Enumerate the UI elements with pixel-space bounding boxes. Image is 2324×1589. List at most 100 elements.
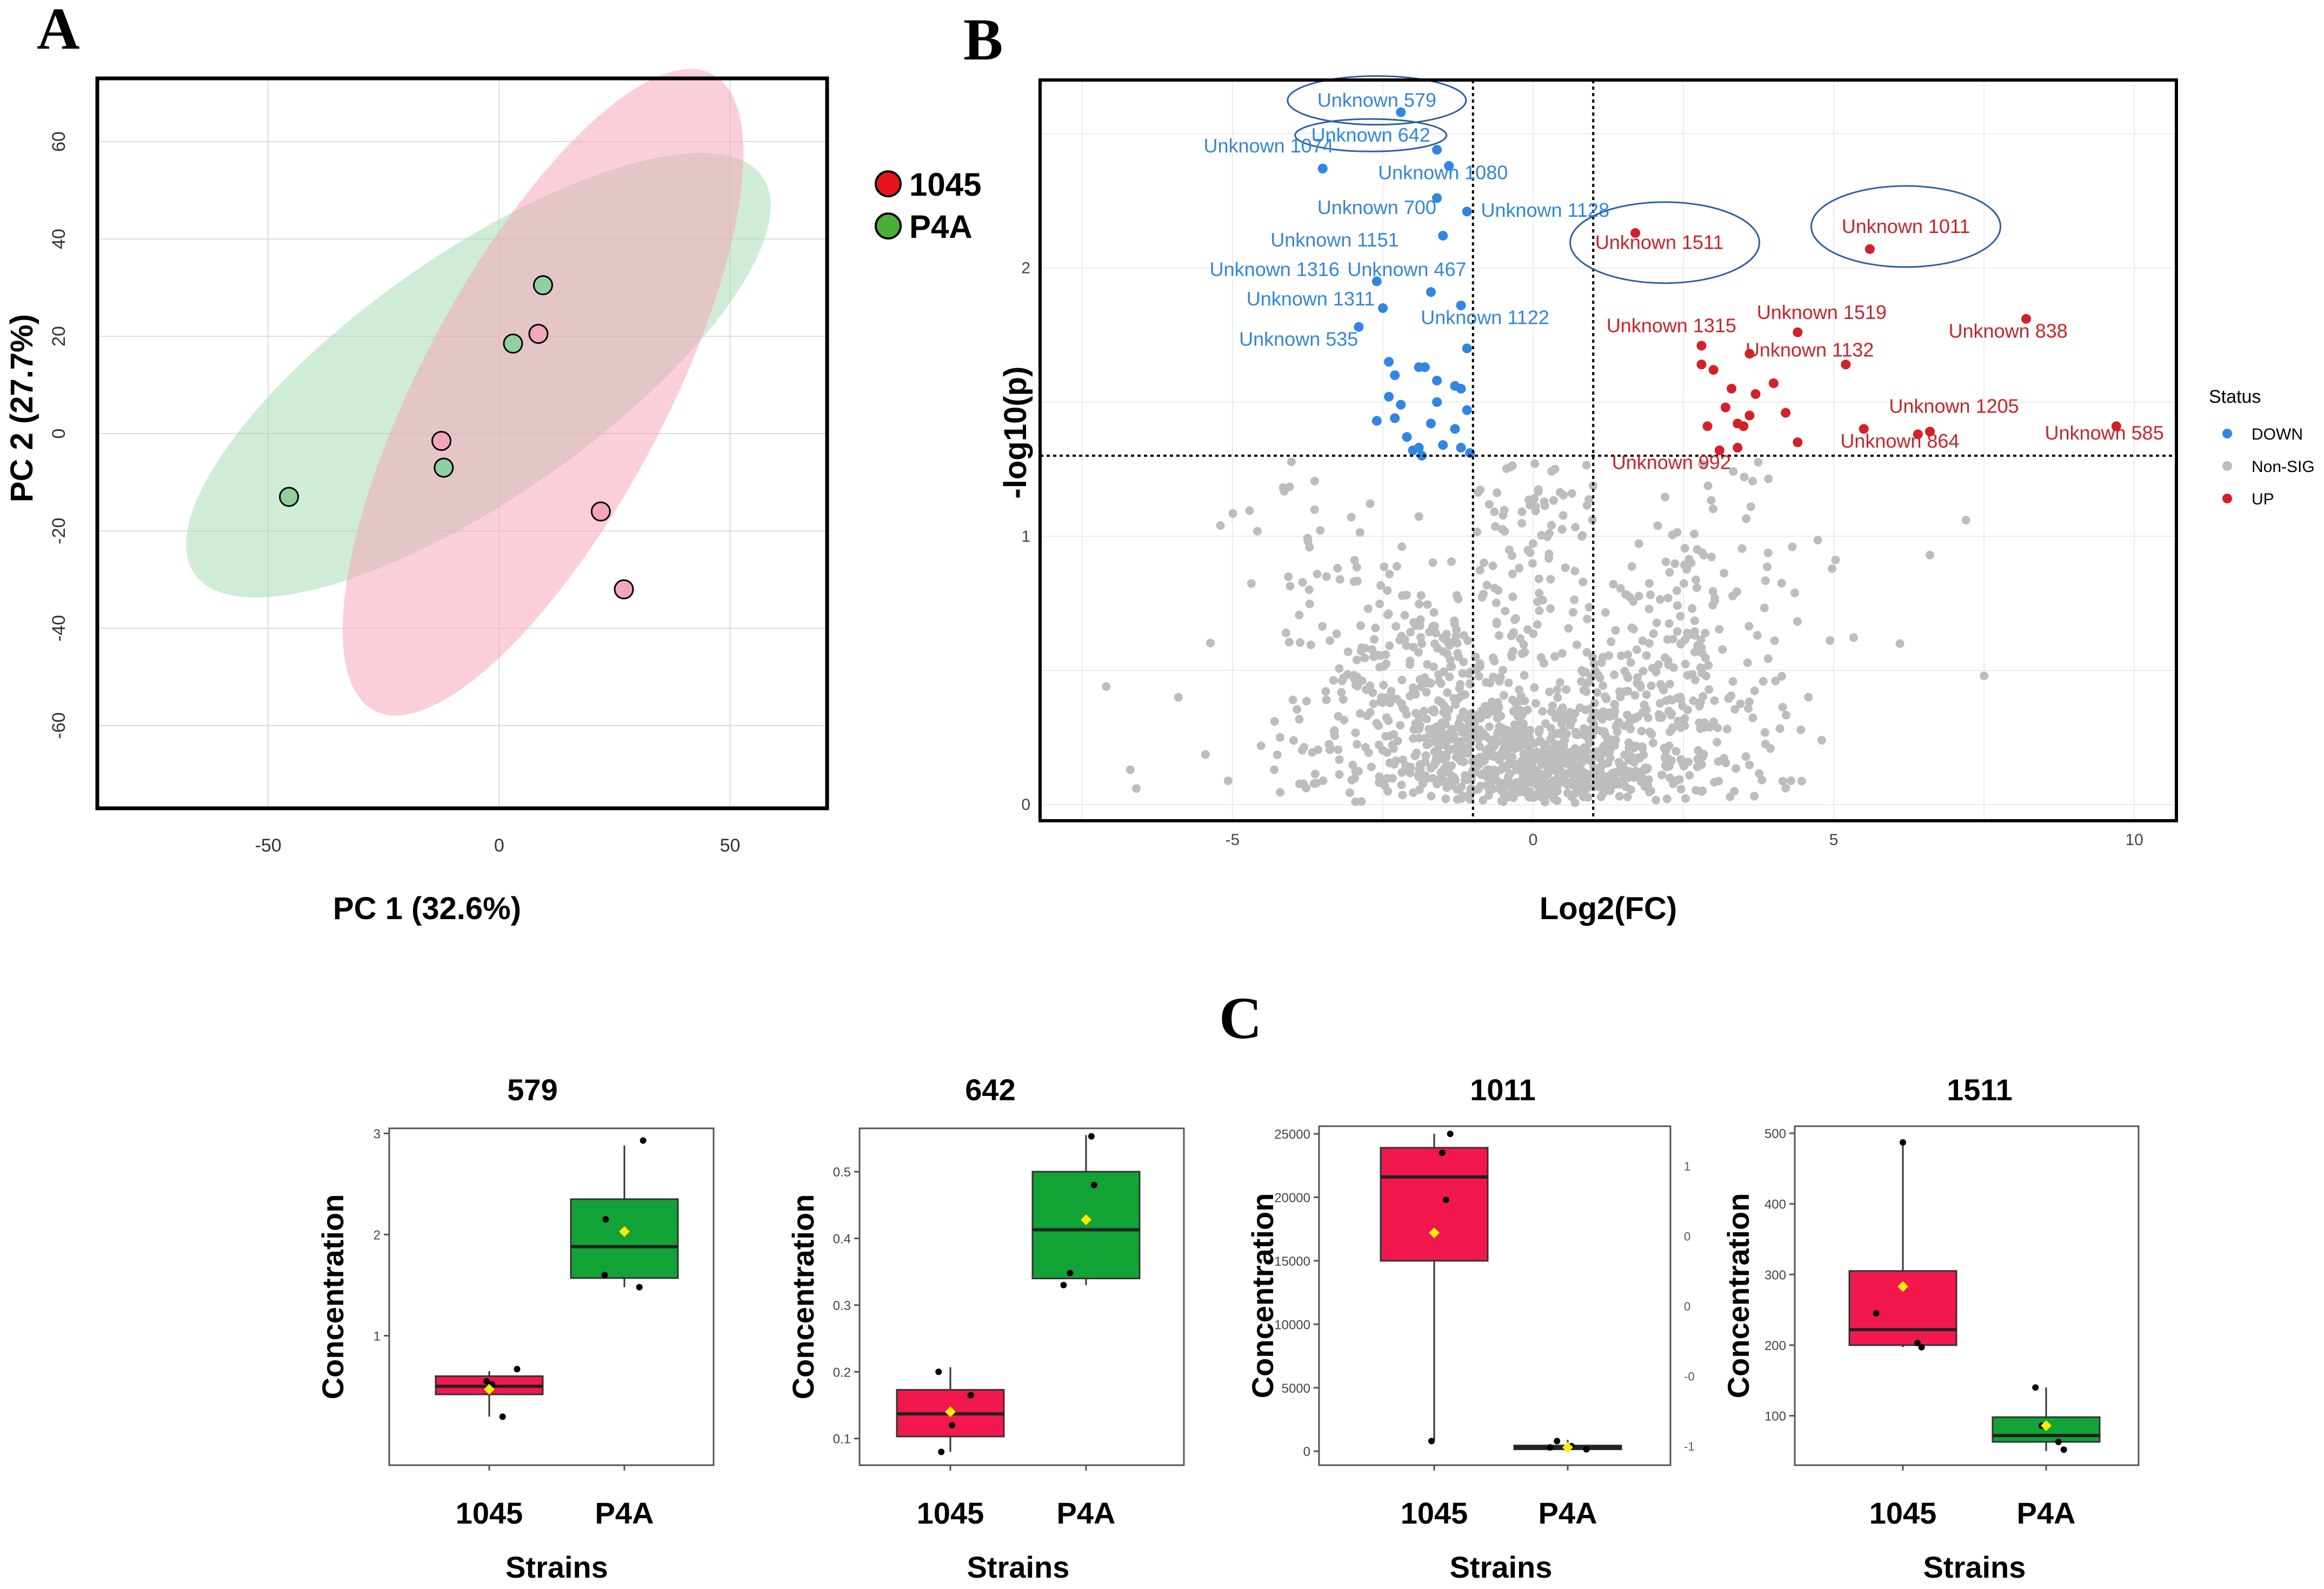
volcano-point-nonsig: [1746, 502, 1755, 511]
volcano-point-nonsig: [1382, 713, 1391, 722]
volcano-point-nonsig: [1634, 591, 1643, 601]
volcano-point-nonsig: [1708, 601, 1717, 610]
volcano-point-nonsig: [1643, 713, 1653, 722]
box-642-data-point: [948, 1421, 955, 1428]
pca-point-p4a: [279, 487, 299, 507]
volcano-point-nonsig: [1488, 735, 1497, 744]
volcano-point-nonsig: [1383, 586, 1392, 595]
volcano-point-up: [1720, 402, 1730, 413]
volcano-point-nonsig: [1368, 688, 1377, 697]
volcano-point-nonsig: [1334, 745, 1343, 754]
volcano-point-nonsig: [1781, 710, 1790, 720]
volcano-point-nonsig: [1634, 539, 1643, 548]
volcano-point-nonsig: [1680, 544, 1689, 553]
volcano-point-nonsig: [1571, 730, 1581, 739]
volcano-point-nonsig: [1673, 627, 1682, 636]
volcano-point-nonsig: [1588, 653, 1597, 662]
volcano-point-up: [1744, 410, 1755, 421]
volcano-point-nonsig: [1389, 730, 1399, 739]
legend-label-p4a: P4A: [909, 209, 973, 245]
volcano-point-nonsig: [1540, 501, 1549, 510]
volcano-point-nonsig: [1423, 600, 1432, 609]
volcano-point-nonsig: [1826, 636, 1835, 645]
volcano-point-nonsig: [1422, 714, 1431, 723]
volcano-point-nonsig: [1682, 565, 1692, 574]
volcano-point-nonsig: [1605, 747, 1614, 756]
volcano-point-nonsig: [1813, 536, 1822, 545]
pca-point-1045: [590, 501, 611, 522]
volcano-point-nonsig: [1490, 507, 1499, 516]
volcano-point-nonsig: [1675, 775, 1684, 784]
volcano-point-nonsig: [1174, 693, 1183, 702]
volcano-point-nonsig: [1479, 796, 1488, 805]
volcano-point-nonsig: [1446, 655, 1455, 664]
volcano-point-nonsig: [1657, 770, 1667, 780]
volcano-point-nonsig: [1284, 637, 1294, 647]
volcano-point-nonsig: [1528, 559, 1537, 568]
volcano-point-nonsig: [1672, 586, 1681, 595]
legend-label-1045: 1045: [909, 167, 981, 203]
volcano-point-nonsig: [1626, 785, 1635, 794]
volcano-point-nonsig: [1414, 512, 1423, 521]
volcano-point-nonsig: [1397, 768, 1407, 777]
volcano-point-nonsig: [1489, 673, 1498, 682]
legend-label-up: UP: [2252, 490, 2274, 508]
volcano-point-nonsig: [1581, 705, 1590, 714]
volcano-point-nonsig: [1534, 485, 1543, 494]
volcano-point-nonsig: [1778, 776, 1787, 786]
volcano-point-up: [1733, 443, 1743, 453]
volcano-point-nonsig: [1557, 759, 1567, 768]
volcano-point-nonsig: [1670, 559, 1680, 568]
volcano-point-nonsig: [1732, 764, 1741, 773]
volcano-point-nonsig: [1562, 779, 1571, 788]
volcano-point-nonsig: [1508, 569, 1517, 579]
volcano-point-nonsig: [1551, 747, 1560, 756]
volcano-point-nonsig: [1567, 709, 1576, 719]
volcano-annotation: Unknown 1315: [1607, 315, 1736, 337]
volcano-point-nonsig: [1535, 773, 1544, 782]
box-1011-secondary-tick-label: 1: [1684, 1160, 1690, 1173]
volcano-point-nonsig: [1351, 797, 1360, 806]
box-1511-data-point: [2032, 1384, 2039, 1391]
volcano-point-nonsig: [1564, 624, 1573, 633]
volcano-point-nonsig: [1697, 460, 1707, 469]
volcano-point-nonsig: [1584, 603, 1594, 612]
volcano-point-nonsig: [1553, 768, 1562, 777]
volcano-point-nonsig: [1322, 695, 1331, 704]
volcano-y-tick-label: 0: [1021, 796, 1030, 814]
pca-y-tick-label: -60: [49, 712, 69, 739]
volcano-point-nonsig: [1499, 666, 1508, 675]
volcano-point-nonsig: [1464, 669, 1474, 679]
volcano-point-down: [1432, 375, 1442, 385]
volcano-point-up: [1708, 365, 1719, 375]
volcano-point-nonsig: [1647, 786, 1656, 795]
volcano-point-nonsig: [1444, 706, 1453, 715]
pca-y-tick-label: 60: [49, 131, 69, 152]
volcano-point-nonsig: [1788, 542, 1797, 551]
volcano-point-nonsig: [1343, 670, 1352, 679]
volcano-point-nonsig: [1253, 527, 1262, 536]
volcano-point-nonsig: [1601, 730, 1610, 740]
volcano-point-nonsig: [1380, 562, 1389, 571]
volcano-point-nonsig: [1624, 720, 1633, 729]
volcano-point-nonsig: [1722, 724, 1732, 734]
volcano-point-nonsig: [1665, 568, 1674, 577]
volcano-point-nonsig: [1102, 682, 1111, 691]
volcano-point-nonsig: [1796, 725, 1806, 734]
volcano-y-axis-label: -log10(p): [998, 367, 1033, 499]
volcano-point-nonsig: [1607, 637, 1616, 646]
volcano-point-nonsig: [1415, 714, 1424, 723]
volcano-point-nonsig: [1422, 740, 1431, 749]
volcano-point-nonsig: [1763, 562, 1772, 571]
volcano-point-nonsig: [1668, 634, 1677, 643]
volcano-point-nonsig: [1692, 583, 1701, 592]
box-579-box-p4a: [570, 1198, 679, 1279]
volcano-point-nonsig: [1452, 626, 1461, 635]
volcano-point-nonsig: [1363, 604, 1373, 613]
volcano-point-down: [1390, 413, 1400, 423]
volcano-point-down: [1432, 397, 1442, 407]
volcano-point-nonsig: [1980, 671, 1989, 680]
volcano-point-nonsig: [1817, 736, 1826, 745]
volcano-point-up: [1630, 228, 1641, 238]
box-1011-secondary-tick-label: 0: [1684, 1300, 1690, 1313]
